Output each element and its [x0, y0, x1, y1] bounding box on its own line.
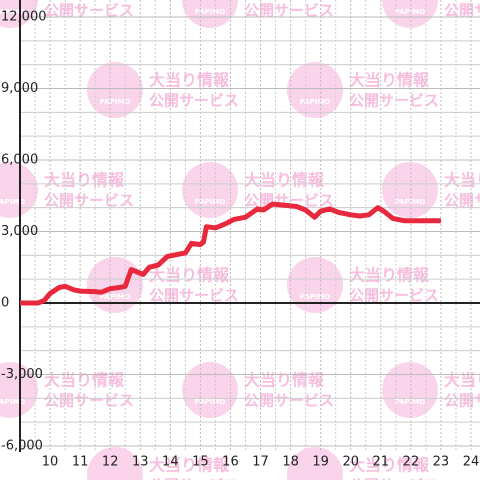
- plot: -6,000-3,00003,0006,0009,00012,000101112…: [1, 0, 479, 470]
- watermark-subtitle: 公開サービス: [349, 477, 439, 480]
- watermark-circle: [182, 162, 238, 218]
- x-tick-label: 15: [192, 455, 209, 470]
- watermark-circle: [287, 447, 343, 480]
- watermark-circle: [287, 257, 343, 313]
- watermark-subtitle: 公開サービス: [444, 392, 480, 410]
- watermark-logo: PAPIMO: [395, 398, 426, 406]
- watermark-subtitle: 公開サービス: [44, 392, 134, 410]
- watermark-subtitle: 公開サービス: [444, 192, 480, 210]
- x-tick-label: 10: [42, 455, 59, 470]
- watermark-title: 大当り情報: [349, 71, 430, 90]
- watermark-subtitle: 公開サービス: [44, 192, 134, 210]
- watermark-subtitle: 公開サービス: [44, 2, 134, 20]
- watermark-logo: PAPIMO: [0, 8, 25, 16]
- watermark-logo: PAPIMO: [395, 8, 426, 16]
- x-tick-label: 13: [132, 455, 149, 470]
- watermark-circle: [0, 0, 38, 28]
- watermark-circle: [87, 62, 143, 118]
- x-tick-label: 23: [433, 455, 450, 470]
- watermark-title: 大当り情報: [349, 456, 430, 475]
- watermark-logo: PAPIMO: [0, 398, 25, 406]
- x-tick-label: 21: [373, 455, 390, 470]
- watermark-logo: PAPIMO: [195, 8, 226, 16]
- watermark-logo: PAPIMO: [395, 198, 426, 206]
- x-tick-label: 22: [403, 455, 420, 470]
- watermark-subtitle: 公開サービス: [149, 477, 239, 480]
- watermark-circle: [0, 362, 38, 418]
- watermark-subtitle: 公開サービス: [149, 287, 239, 305]
- watermark-logo: PAPIMO: [100, 98, 131, 106]
- watermark-subtitle: 公開サービス: [244, 392, 334, 410]
- watermark-title: 大当り情報: [44, 171, 125, 190]
- x-tick-label: 19: [312, 455, 329, 470]
- watermark-logo: PAPIMO: [300, 98, 331, 106]
- x-tick-label: 14: [162, 455, 179, 470]
- watermark-subtitle: 公開サービス: [244, 192, 334, 210]
- watermark-circle: [0, 162, 38, 218]
- watermark-subtitle: 公開サービス: [244, 2, 334, 20]
- watermark-subtitle: 公開サービス: [349, 92, 439, 110]
- data-line: [20, 201, 441, 306]
- watermark-title: 大当り情報: [44, 371, 125, 390]
- watermark-title: 大当り情報: [149, 71, 230, 90]
- watermark-circle: [382, 362, 438, 418]
- x-tick-label: 18: [282, 455, 299, 470]
- watermark-title: 大当り情報: [444, 371, 480, 390]
- watermark-logo: PAPIMO: [300, 293, 331, 301]
- watermark-title: 大当り情報: [244, 371, 325, 390]
- y-tick-label: -3,000: [1, 367, 43, 382]
- watermark-logo: PAPIMO: [195, 398, 226, 406]
- grid: [20, 0, 480, 452]
- x-tick-label: 11: [72, 455, 89, 470]
- y-tick-label: -6,000: [1, 439, 43, 454]
- x-tick-label: 20: [342, 455, 359, 470]
- x-tick-label: 12: [102, 455, 119, 470]
- watermark-title: 大当り情報: [149, 266, 230, 285]
- watermark-circle: [287, 62, 343, 118]
- watermark-title: 大当り情報: [349, 266, 430, 285]
- watermark-circle: [382, 162, 438, 218]
- y-tick-label: 0: [1, 296, 9, 311]
- watermark-subtitle: 公開サービス: [149, 92, 239, 110]
- x-tick-label: 24: [463, 455, 480, 470]
- watermark-logo: PAPIMO: [0, 198, 25, 206]
- watermark-title: 大当り情報: [244, 171, 325, 190]
- y-tick-label: 12,000: [1, 10, 47, 25]
- watermark-circle: [182, 0, 238, 28]
- watermark-logo: PAPIMO: [195, 198, 226, 206]
- watermark-title: 大当り情報: [149, 456, 230, 475]
- x-tick-label: 16: [222, 455, 239, 470]
- watermark-circle: [87, 447, 143, 480]
- x-tick-label: 17: [252, 455, 269, 470]
- watermark-logo: PAPIMO: [100, 293, 131, 301]
- watermark-circle: [182, 362, 238, 418]
- watermark-title: 大当り情報: [444, 171, 480, 190]
- watermark-subtitle: 公開サービス: [349, 287, 439, 305]
